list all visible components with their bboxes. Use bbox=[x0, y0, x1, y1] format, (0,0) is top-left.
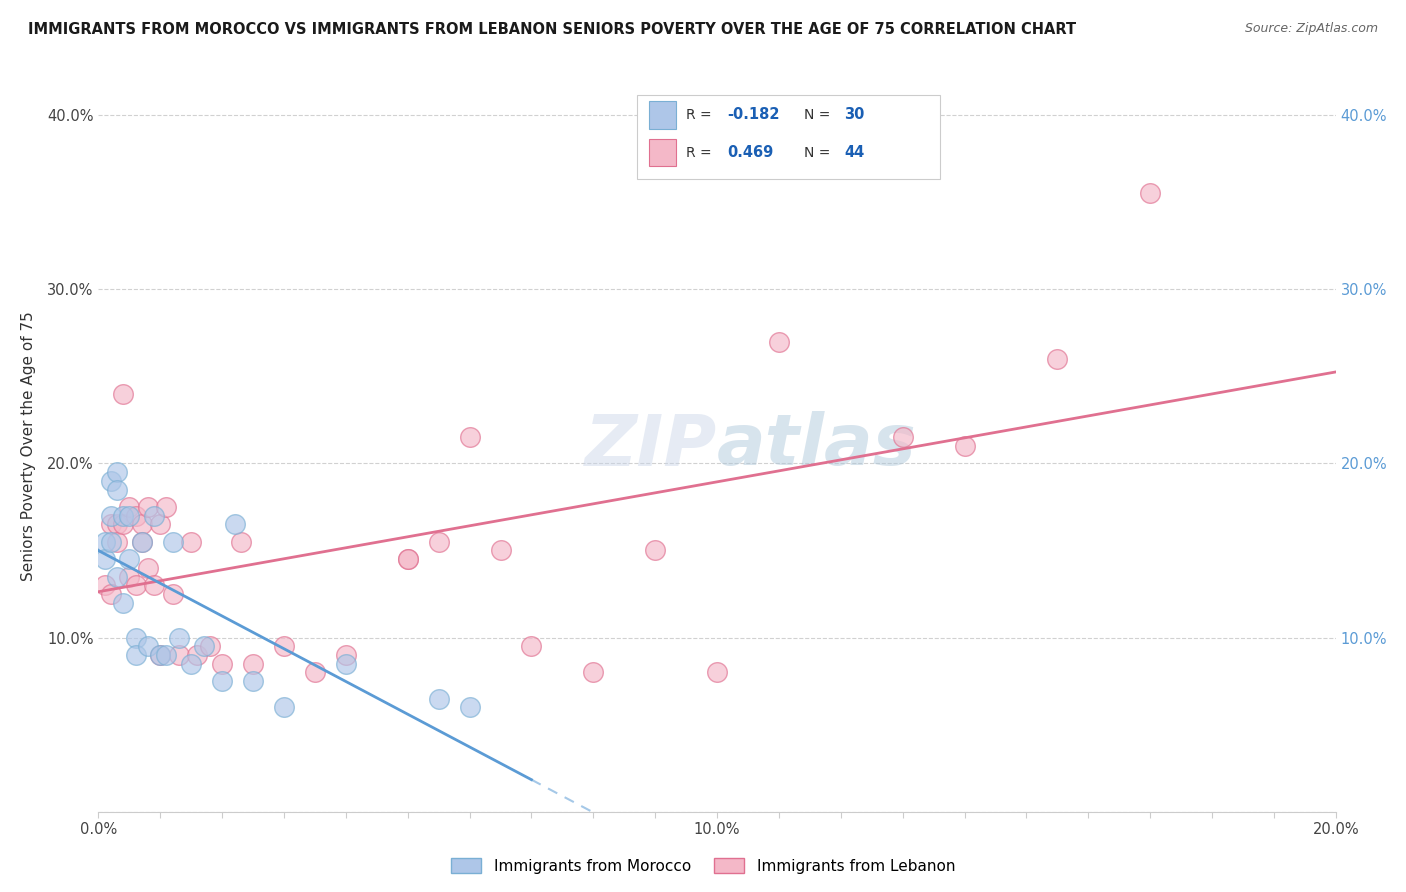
Point bbox=[273, 700, 295, 714]
Point bbox=[304, 665, 326, 680]
Point bbox=[100, 534, 122, 549]
Point bbox=[335, 648, 357, 662]
Point bbox=[396, 552, 419, 566]
Point bbox=[131, 534, 153, 549]
Point bbox=[953, 439, 976, 453]
Point bbox=[396, 552, 419, 566]
Point bbox=[427, 534, 450, 549]
Point bbox=[93, 578, 115, 592]
Point bbox=[93, 552, 115, 566]
Point bbox=[118, 508, 141, 523]
Point bbox=[105, 483, 128, 497]
Point bbox=[162, 587, 184, 601]
Text: N =: N = bbox=[804, 145, 834, 160]
Text: R =: R = bbox=[686, 108, 716, 121]
Point bbox=[211, 657, 233, 671]
Text: -0.182: -0.182 bbox=[727, 107, 779, 122]
Point bbox=[143, 508, 166, 523]
Point bbox=[112, 596, 135, 610]
Point bbox=[100, 587, 122, 601]
Text: 0.469: 0.469 bbox=[727, 145, 773, 160]
Point bbox=[105, 465, 128, 479]
Point bbox=[149, 648, 172, 662]
Point bbox=[136, 561, 159, 575]
Point bbox=[180, 534, 202, 549]
Point bbox=[124, 578, 146, 592]
Point bbox=[118, 552, 141, 566]
Point bbox=[335, 657, 357, 671]
Point bbox=[186, 648, 208, 662]
Point bbox=[193, 640, 215, 654]
Point bbox=[167, 631, 190, 645]
Point bbox=[136, 500, 159, 514]
Point bbox=[143, 578, 166, 592]
Point bbox=[458, 700, 481, 714]
FancyBboxPatch shape bbox=[637, 95, 939, 179]
Point bbox=[224, 517, 246, 532]
Point bbox=[100, 517, 122, 532]
Point bbox=[136, 640, 159, 654]
Point bbox=[1139, 186, 1161, 201]
Text: 30: 30 bbox=[845, 107, 865, 122]
Point bbox=[118, 569, 141, 583]
Point bbox=[118, 500, 141, 514]
Point bbox=[100, 508, 122, 523]
Point bbox=[891, 430, 914, 444]
Point bbox=[582, 665, 605, 680]
Point bbox=[149, 517, 172, 532]
Point bbox=[273, 640, 295, 654]
Text: R =: R = bbox=[686, 145, 716, 160]
Point bbox=[458, 430, 481, 444]
Point bbox=[155, 500, 177, 514]
Point bbox=[131, 517, 153, 532]
Point bbox=[768, 334, 790, 349]
Point bbox=[100, 474, 122, 488]
Point bbox=[93, 534, 115, 549]
Point bbox=[167, 648, 190, 662]
Point bbox=[242, 657, 264, 671]
Point bbox=[124, 508, 146, 523]
Point bbox=[1046, 351, 1069, 366]
Legend: Immigrants from Morocco, Immigrants from Lebanon: Immigrants from Morocco, Immigrants from… bbox=[444, 852, 962, 880]
Point bbox=[211, 674, 233, 689]
Point bbox=[124, 631, 146, 645]
Point bbox=[242, 674, 264, 689]
Point bbox=[229, 534, 252, 549]
Point bbox=[489, 543, 512, 558]
Text: atlas: atlas bbox=[717, 411, 917, 481]
Point bbox=[149, 648, 172, 662]
FancyBboxPatch shape bbox=[650, 101, 676, 128]
Point bbox=[105, 569, 128, 583]
Point bbox=[131, 534, 153, 549]
Point bbox=[124, 648, 146, 662]
Point bbox=[706, 665, 728, 680]
Point bbox=[105, 534, 128, 549]
Point bbox=[155, 648, 177, 662]
Point bbox=[520, 640, 543, 654]
Point bbox=[162, 534, 184, 549]
Point bbox=[112, 517, 135, 532]
Text: ZIP: ZIP bbox=[585, 411, 717, 481]
Text: IMMIGRANTS FROM MOROCCO VS IMMIGRANTS FROM LEBANON SENIORS POVERTY OVER THE AGE : IMMIGRANTS FROM MOROCCO VS IMMIGRANTS FR… bbox=[28, 22, 1076, 37]
Point bbox=[644, 543, 666, 558]
Point bbox=[180, 657, 202, 671]
Point bbox=[427, 691, 450, 706]
Text: 44: 44 bbox=[845, 145, 865, 160]
Text: N =: N = bbox=[804, 108, 834, 121]
Point bbox=[112, 508, 135, 523]
Y-axis label: Seniors Poverty Over the Age of 75: Seniors Poverty Over the Age of 75 bbox=[21, 311, 35, 581]
Point bbox=[112, 386, 135, 401]
Point bbox=[198, 640, 221, 654]
Text: Source: ZipAtlas.com: Source: ZipAtlas.com bbox=[1244, 22, 1378, 36]
Point bbox=[105, 517, 128, 532]
FancyBboxPatch shape bbox=[650, 138, 676, 167]
